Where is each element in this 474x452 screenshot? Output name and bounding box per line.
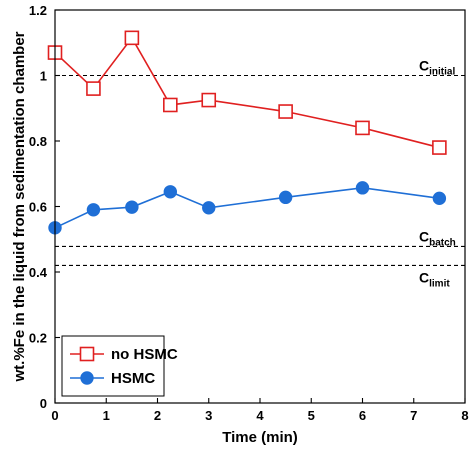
ref-label-limit: Climit [419,269,450,289]
y-tick-label: 0.6 [29,200,47,215]
ref-label-main: C [419,228,429,244]
axis-ticks [54,9,466,404]
x-tick-label: 7 [410,408,417,423]
legend-box [61,335,165,397]
point-hsmc [86,203,101,217]
point-no-hsmc [86,81,101,96]
ref-label-initial: Cinitial [419,58,455,78]
ref-label-batch: Cbatch [419,228,456,248]
series-line-no-hsmc [54,36,440,149]
point-legend-hsmc [80,371,94,385]
series-line-hsmc [54,187,440,229]
ref-label-main: C [419,269,429,285]
ref-label-sub: initial [429,67,455,78]
x-tick-label: 4 [256,408,264,423]
legend-item-no-hsmc: no HSMC [70,346,178,363]
point-no-hsmc [432,140,447,155]
y-tick-label: 0.2 [29,331,47,346]
x-tick-label: 3 [205,408,212,423]
point-no-hsmc [278,104,293,119]
point-legend-no-hsmc [79,346,95,362]
y-tick-label: 1.2 [29,3,47,18]
point-no-hsmc [163,97,178,113]
tick-labels: 0 1 2 3 4 5 6 7 8 0 0.2 0.4 0.6 0.8 1 1.2 [29,3,469,423]
y-tick-label: 1 [40,69,47,84]
y-axis-title: wt.%Fe in the liquid from sedimentation … [11,31,28,382]
point-hsmc [125,200,139,214]
series-layer [47,30,447,235]
y-tick-label: 0.8 [29,134,47,149]
point-no-hsmc [201,92,217,108]
x-tick-label: 8 [461,408,468,423]
point-hsmc [202,201,216,215]
y-tick-label: 0 [40,396,47,411]
x-axis-title: Time (min) [222,429,298,446]
series-hsmc [48,181,447,235]
legend-label: no HSMC [111,346,178,363]
x-tick-label: 1 [103,408,110,423]
legend-label: HSMC [111,370,155,387]
point-hsmc [355,181,370,195]
point-no-hsmc [355,120,370,136]
legend-item-hsmc: HSMC [70,370,155,387]
x-tick-label: 6 [359,408,366,423]
point-hsmc [278,190,293,205]
ref-label-sub: limit [429,278,450,289]
point-hsmc [432,191,447,206]
y-tick-label: 0.4 [29,265,48,280]
point-hsmc [163,185,178,199]
ref-label-main: C [419,58,429,74]
legend: no HSMC HSMC [61,335,178,397]
x-tick-label: 5 [308,408,315,423]
point-no-hsmc [124,30,140,46]
series-no-hsmc [47,30,447,155]
x-tick-label: 0 [51,408,58,423]
x-tick-label: 2 [154,408,161,423]
ref-label-sub: batch [429,237,456,248]
